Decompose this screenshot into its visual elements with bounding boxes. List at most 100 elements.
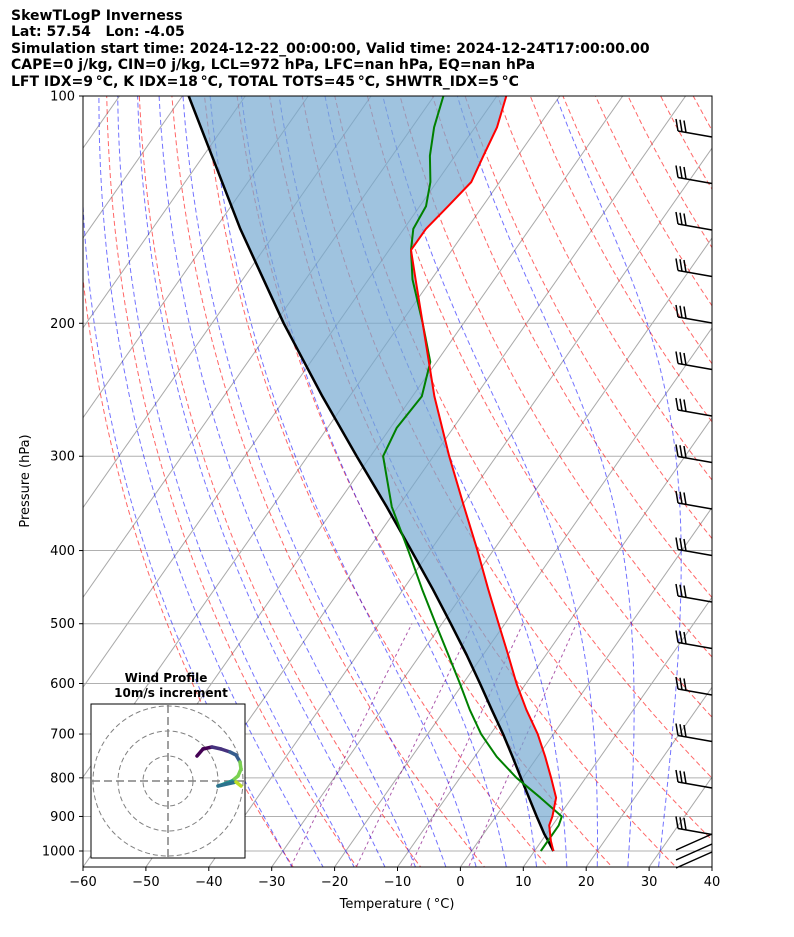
dry-adiabat xyxy=(334,96,712,779)
mixing-ratio-line xyxy=(467,623,577,867)
barb-staff xyxy=(677,316,713,324)
y-tick-label: 800 xyxy=(50,771,75,786)
isotherm-gridline xyxy=(396,416,712,867)
y-tick-label: 200 xyxy=(50,317,75,332)
isotherm-gridline xyxy=(585,686,712,867)
barb-flag xyxy=(675,211,679,225)
x-tick-label: 10 xyxy=(515,875,532,890)
y-tick-label: 900 xyxy=(50,810,75,825)
dry-adiabat xyxy=(171,96,486,867)
moist-adiabat xyxy=(117,96,355,867)
dewpoint-line xyxy=(382,96,563,852)
barb-staff xyxy=(677,176,713,185)
wind-barb xyxy=(675,165,713,185)
moist-adiabat xyxy=(98,96,324,867)
dry-adiabat xyxy=(431,96,712,599)
hodograph-segment xyxy=(234,780,243,788)
y-axis-label: Pressure (hPa) xyxy=(18,434,33,527)
barb-flag xyxy=(675,676,679,690)
dry-adiabat xyxy=(707,62,794,883)
barb-staff xyxy=(677,130,713,138)
barb-flag xyxy=(675,630,679,643)
barb-flag xyxy=(675,490,679,504)
moist-adiabat xyxy=(182,96,447,867)
barb-flag xyxy=(679,584,683,597)
barb-flag xyxy=(679,398,683,411)
wind-barb xyxy=(675,676,713,696)
x-axis-label: Temperature ( °C) xyxy=(339,897,455,912)
barb-flag xyxy=(675,118,679,132)
moist-adiabat xyxy=(137,96,386,867)
isotherm-gridline xyxy=(83,96,184,239)
barb-staff xyxy=(677,362,713,371)
sounding-traces xyxy=(187,96,563,852)
x-tick-label: −20 xyxy=(321,875,348,890)
x-tick-label: 20 xyxy=(578,875,595,890)
isotherm-gridline xyxy=(764,61,794,882)
wind-barb xyxy=(675,258,713,278)
wind-barb xyxy=(675,851,713,869)
barb-flag xyxy=(675,258,679,271)
barb-flag xyxy=(679,491,683,504)
wind-barbs xyxy=(675,118,713,869)
moist-adiabat xyxy=(209,96,477,867)
dry-adiabat xyxy=(464,96,712,540)
barb-flag xyxy=(679,770,683,783)
barb-flag xyxy=(679,538,683,551)
isotherm-gridline xyxy=(0,61,18,882)
dry-adiabat xyxy=(366,96,712,718)
barb-flag xyxy=(683,213,687,226)
isotherm-gridline xyxy=(271,237,712,867)
barb-staff xyxy=(677,688,713,696)
barb-flag xyxy=(679,445,683,458)
barb-flag xyxy=(679,259,683,272)
dry-adiabat xyxy=(594,96,712,307)
x-tick-label: −30 xyxy=(258,875,285,890)
barb-staff xyxy=(677,409,713,417)
wind-barb xyxy=(675,833,713,851)
hodograph-segment xyxy=(216,780,238,788)
wind-barb xyxy=(675,211,713,231)
barb-flag xyxy=(683,585,687,598)
barb-flag xyxy=(675,397,679,411)
barb-flag xyxy=(683,538,687,552)
x-tick-label: −10 xyxy=(384,875,411,890)
barb-staff xyxy=(677,269,713,278)
isotherm-gridline xyxy=(459,506,712,867)
y-tick-label: 700 xyxy=(50,728,75,743)
x-tick-label: 0 xyxy=(456,875,464,890)
barb-staff xyxy=(677,455,713,464)
wind-barb xyxy=(675,843,713,861)
isotherm-gridline xyxy=(83,96,246,329)
barb-staff xyxy=(677,781,713,789)
parcel-profile-line xyxy=(187,96,555,852)
wind-barb xyxy=(675,118,713,138)
barb-flag xyxy=(675,537,679,550)
y-tick-label: 600 xyxy=(50,677,75,692)
barb-flag xyxy=(675,165,679,178)
barb-staff xyxy=(677,502,713,510)
barb-flag xyxy=(683,306,687,319)
chart-title: SkewTLogP Inverness xyxy=(11,8,183,24)
barb-flag xyxy=(683,259,687,273)
isotherm-gridline xyxy=(0,61,81,882)
barb-flag xyxy=(675,444,679,457)
dry-adiabat xyxy=(529,96,712,423)
wind-barb xyxy=(675,630,713,650)
wind-barb xyxy=(675,537,713,557)
barb-flag xyxy=(683,492,687,505)
y-tick-label: 300 xyxy=(50,450,75,465)
cape-fill-area xyxy=(188,96,557,851)
barb-flag xyxy=(683,166,687,180)
wind-barb xyxy=(675,769,713,789)
wind-barb xyxy=(675,304,713,324)
wind-barb xyxy=(675,397,713,417)
dry-adiabat xyxy=(562,96,712,365)
hodograph-inset: Wind Profile 10m/s increment xyxy=(90,671,246,859)
barb-staff xyxy=(677,641,713,650)
chart-title-block: SkewTLogP Inverness Lat: 57.54 Lon: -4.0… xyxy=(11,8,650,90)
wind-barb xyxy=(675,816,713,836)
barb-staff xyxy=(677,223,713,231)
barb-flag xyxy=(679,677,683,690)
